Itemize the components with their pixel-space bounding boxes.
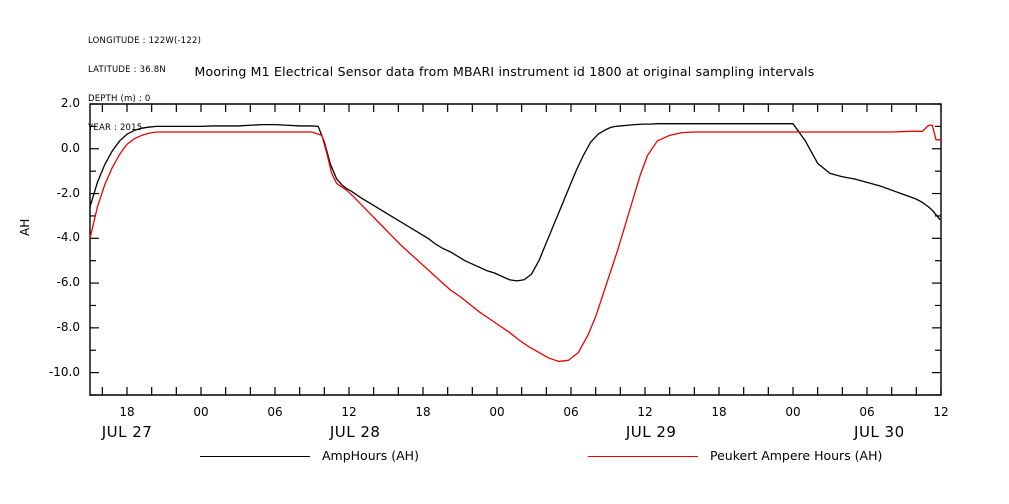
chart-legend: AmpHours (AH) Peukert Ampere Hours (AH): [0, 446, 1009, 472]
metadata-block: LONGITUDE : 122W(-122) LATITUDE : 36.8N …: [88, 18, 201, 152]
y-tick-label: -10.0: [48, 364, 80, 379]
x-tick-label: 00: [785, 405, 801, 419]
series-line-peukert: [89, 124, 942, 363]
x-tick-label: 18: [415, 405, 431, 419]
x-tick-label: 00: [193, 405, 209, 419]
y-tick-label: 0.0: [60, 140, 80, 155]
x-tick-label: 06: [859, 405, 875, 419]
y-tick-label: -4.0: [56, 230, 80, 245]
x-tick-label: 00: [489, 405, 505, 419]
legend-swatch-black: [200, 456, 310, 457]
series-line-amphours: [89, 123, 941, 282]
x-day-label: JUL 29: [625, 423, 677, 441]
x-tick-label: 18: [711, 405, 727, 419]
x-day-label: JUL 28: [329, 423, 381, 441]
metadata-latitude: LATITUDE : 36.8N: [88, 64, 166, 75]
x-tick-label: 12: [933, 405, 949, 419]
legend-label-amphours: AmpHours (AH): [322, 448, 419, 463]
y-tick-label: -6.0: [56, 275, 80, 290]
legend-label-peukert: Peukert Ampere Hours (AH): [710, 448, 883, 463]
y-tick-label: 2.0: [60, 96, 80, 110]
x-tick-label: 12: [637, 405, 653, 419]
chart-title: Mooring M1 Electrical Sensor data from M…: [194, 64, 815, 79]
y-tick-label: -8.0: [56, 319, 80, 334]
metadata-depth: DEPTH (m) : 0: [88, 93, 151, 104]
x-tick-label: 12: [341, 405, 357, 419]
x-tick-label: 06: [563, 405, 579, 419]
metadata-year: YEAR : 2015: [88, 122, 143, 133]
x-day-label: JUL 27: [101, 423, 153, 441]
metadata-longitude: LONGITUDE : 122W(-122): [88, 36, 202, 47]
x-tick-label: 18: [119, 405, 135, 419]
x-day-label: JUL 30: [854, 423, 905, 441]
legend-swatch-red: [588, 456, 698, 457]
plot-frame: [89, 103, 942, 396]
x-tick-label: 06: [267, 405, 283, 419]
y-tick-label: -2.0: [56, 185, 80, 200]
